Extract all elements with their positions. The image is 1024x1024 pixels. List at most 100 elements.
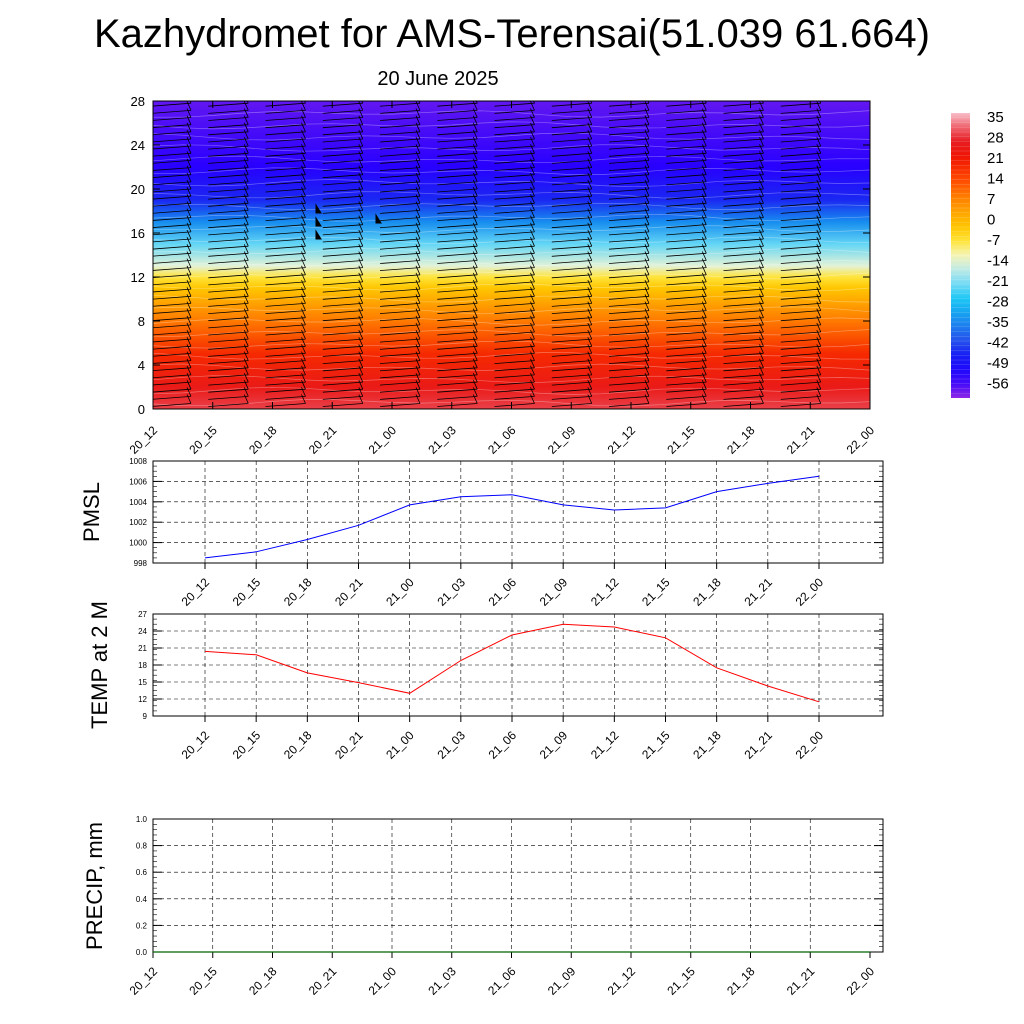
wind-barb bbox=[551, 351, 593, 364]
wind-barb bbox=[780, 344, 822, 357]
wind-barb bbox=[208, 372, 249, 386]
wind-barb bbox=[322, 308, 364, 322]
colorbar-gradient bbox=[951, 113, 970, 398]
wind-barb bbox=[153, 258, 192, 271]
colorbar-label: -42 bbox=[987, 335, 1009, 352]
wind-barb bbox=[322, 287, 364, 300]
wind-barb bbox=[780, 258, 822, 271]
wind-barb bbox=[780, 144, 822, 157]
x-tick-label: 21_06 bbox=[485, 964, 519, 998]
wind-barb bbox=[780, 301, 822, 314]
wind-barb bbox=[551, 187, 593, 200]
wind-barb bbox=[494, 201, 535, 214]
wind-barb bbox=[551, 251, 593, 264]
wind-barb bbox=[208, 329, 249, 343]
wind-barb bbox=[666, 122, 707, 136]
wind-barb bbox=[608, 237, 650, 250]
wind-barb bbox=[608, 158, 650, 171]
wind-barb bbox=[666, 308, 707, 322]
y-tick-label: 0 bbox=[138, 402, 145, 417]
wind-barb bbox=[723, 258, 764, 271]
wind-barb bbox=[208, 351, 249, 364]
wind-barb bbox=[322, 194, 364, 207]
wind-barb bbox=[723, 122, 764, 136]
wind-barb bbox=[153, 394, 192, 407]
wind-barb bbox=[153, 237, 192, 250]
wind-barb bbox=[153, 337, 192, 350]
wind-barb bbox=[437, 387, 478, 400]
contour-line bbox=[153, 271, 870, 280]
wind-barb bbox=[494, 208, 535, 221]
wind-barb bbox=[780, 172, 822, 186]
wind-pennant bbox=[315, 229, 322, 240]
wind-barb bbox=[608, 287, 650, 300]
wind-barb bbox=[494, 308, 535, 322]
wind-barb bbox=[723, 301, 764, 314]
wind-barb bbox=[494, 237, 535, 250]
wind-barb bbox=[322, 136, 364, 150]
panel-frame bbox=[152, 818, 884, 953]
wind-barb bbox=[437, 215, 478, 229]
wind-barb bbox=[551, 301, 593, 314]
wind-barb bbox=[780, 279, 822, 293]
wind-barb bbox=[494, 322, 535, 336]
wind-barb bbox=[551, 394, 593, 407]
wind-barb bbox=[265, 122, 306, 136]
wind-barb bbox=[608, 279, 650, 293]
wind-barb bbox=[265, 229, 306, 243]
wind-barb bbox=[723, 279, 764, 293]
wind-barb bbox=[666, 358, 707, 372]
wind-barb bbox=[153, 279, 192, 293]
wind-barb bbox=[780, 265, 822, 279]
wind-barb bbox=[494, 215, 535, 229]
wind-barb bbox=[379, 158, 421, 171]
wind-barb bbox=[780, 308, 822, 322]
wind-barb bbox=[551, 265, 593, 279]
wind-barb bbox=[608, 294, 650, 307]
wind-barb bbox=[379, 108, 421, 121]
wind-barb bbox=[666, 201, 707, 214]
wind-barb bbox=[153, 136, 192, 150]
wind-barb bbox=[322, 329, 364, 343]
wind-barb bbox=[208, 208, 249, 221]
wind-barb bbox=[379, 294, 421, 307]
x-tick-label: 21_00 bbox=[383, 575, 417, 609]
wind-barb bbox=[666, 151, 707, 164]
wind-barb bbox=[322, 358, 364, 372]
wind-barb bbox=[494, 101, 535, 114]
wind-barb bbox=[666, 387, 707, 400]
precip-panel: 0.0 0.2 0.4 0.6 0.8 1.0 20_12 20_15 20_18 20_21 21… bbox=[82, 815, 884, 998]
wind-barb bbox=[494, 136, 535, 150]
contour-line bbox=[153, 202, 870, 211]
wind-barb bbox=[208, 201, 249, 214]
wind-barb bbox=[780, 387, 822, 400]
wind-barb bbox=[666, 144, 707, 157]
wind-barb bbox=[322, 222, 364, 236]
x-tick-label: 20_21 bbox=[306, 964, 340, 998]
wind-barb bbox=[208, 151, 249, 164]
wind-barb bbox=[780, 337, 822, 350]
wind-barb bbox=[322, 237, 364, 250]
wind-barb bbox=[437, 351, 478, 364]
y-tick-label: 18 bbox=[138, 661, 147, 670]
wind-barb bbox=[265, 329, 306, 343]
contour-line bbox=[153, 317, 870, 326]
wind-barb bbox=[208, 380, 249, 393]
wind-barb bbox=[322, 201, 364, 214]
wind-barb bbox=[322, 272, 364, 286]
wind-barb bbox=[494, 251, 535, 264]
wind-barb bbox=[666, 322, 707, 336]
wind-barb bbox=[265, 136, 306, 150]
wind-barb bbox=[265, 165, 306, 179]
colorbar-label: -7 bbox=[987, 232, 1000, 249]
wind-barb bbox=[153, 158, 192, 171]
wind-barb bbox=[437, 272, 478, 286]
wind-barb bbox=[153, 380, 192, 393]
wind-barb bbox=[780, 136, 822, 150]
wind-barb bbox=[608, 251, 650, 264]
wind-barb bbox=[723, 315, 764, 329]
wind-barb bbox=[379, 165, 421, 179]
wind-barb bbox=[723, 144, 764, 157]
wind-barb bbox=[265, 151, 306, 164]
wind-barb bbox=[208, 101, 249, 114]
